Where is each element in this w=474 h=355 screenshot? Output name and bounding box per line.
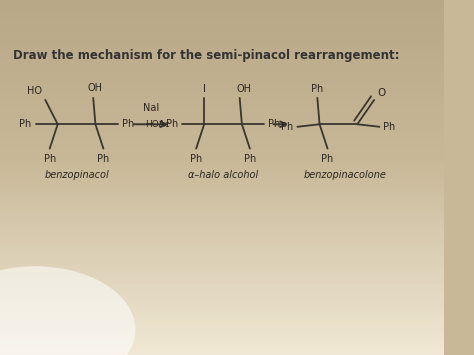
- Text: HO: HO: [27, 86, 42, 96]
- Text: OH: OH: [237, 84, 252, 94]
- Text: Ph: Ph: [166, 119, 178, 129]
- Text: OH: OH: [88, 83, 103, 93]
- Text: Ph: Ph: [122, 119, 135, 129]
- Text: Ph: Ph: [282, 122, 294, 132]
- Text: benzopinacol: benzopinacol: [44, 170, 109, 180]
- Text: Draw the mechanism for the semi-pinacol rearrangement:: Draw the mechanism for the semi-pinacol …: [13, 49, 400, 62]
- Text: O: O: [377, 88, 385, 98]
- Text: Ph: Ph: [244, 154, 256, 164]
- Text: HOAc: HOAc: [145, 120, 170, 129]
- Text: Ph: Ph: [97, 154, 109, 164]
- Text: Ph: Ph: [44, 154, 56, 164]
- Text: Ph: Ph: [190, 154, 202, 164]
- Ellipse shape: [0, 266, 136, 355]
- Text: Ph: Ph: [268, 119, 280, 129]
- Text: NaI: NaI: [143, 103, 159, 113]
- Text: α–halo alcohol: α–halo alcohol: [188, 170, 258, 180]
- Text: Ph: Ph: [383, 122, 395, 132]
- Text: I: I: [203, 84, 206, 94]
- Text: Ph: Ph: [19, 119, 31, 129]
- Text: benzopinacolone: benzopinacolone: [304, 170, 386, 180]
- Text: Ph: Ph: [311, 84, 323, 94]
- Text: Ph: Ph: [321, 154, 334, 164]
